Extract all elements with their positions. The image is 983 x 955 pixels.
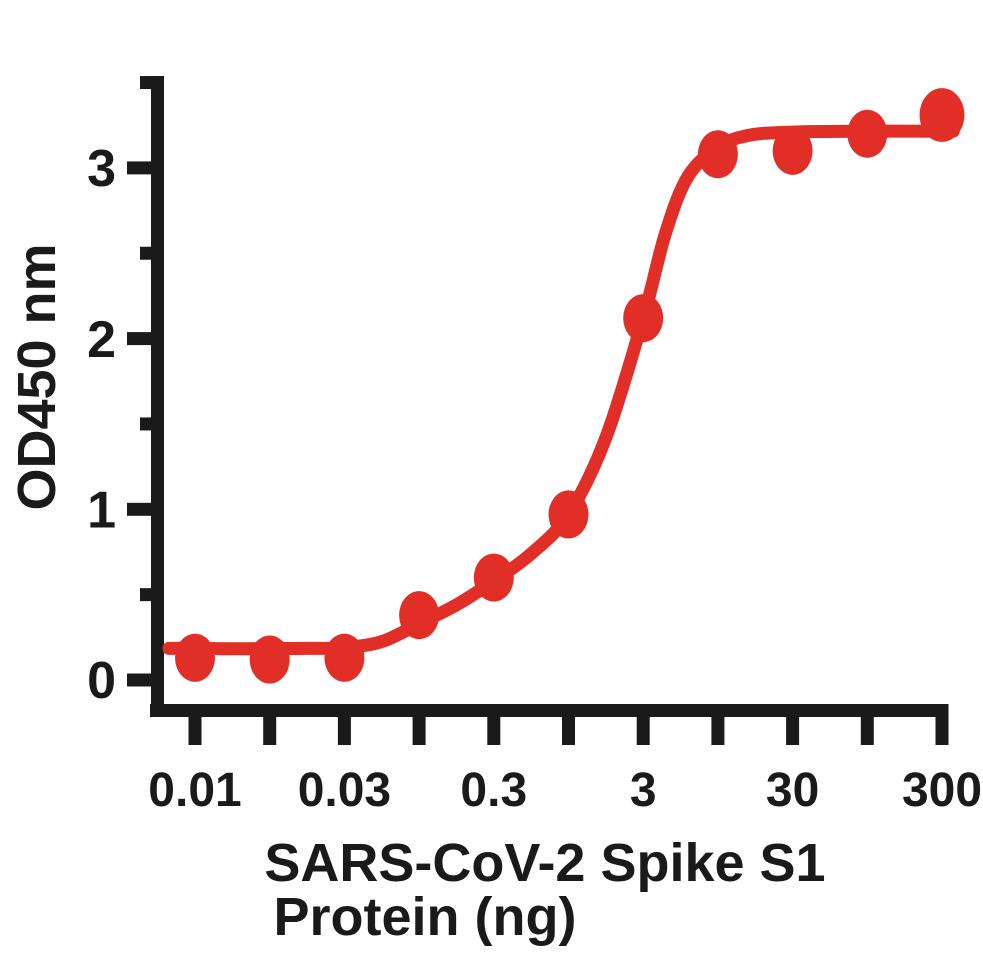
y-minor-tick	[140, 246, 164, 260]
x-axis-title-line2: Protein (ng)	[273, 887, 577, 947]
x-tick-label: 0.01	[148, 764, 241, 817]
data-point	[847, 109, 888, 158]
y-minor-tick	[140, 588, 164, 602]
data-point	[548, 490, 589, 539]
x-tick	[263, 704, 277, 745]
data-point	[623, 294, 664, 343]
x-tick-label: 0.03	[298, 764, 391, 817]
data-point	[175, 633, 215, 682]
y-tick-label: 2	[87, 311, 116, 369]
y-major-tick	[127, 502, 164, 516]
y-minor-tick	[140, 76, 164, 90]
y-tick-label: 1	[87, 482, 116, 540]
y-major-tick	[127, 332, 164, 346]
x-tick-label: 0.3	[460, 764, 527, 817]
y-major-tick	[127, 673, 164, 687]
x-tick	[711, 704, 725, 745]
x-axis-title-line1: SARS-CoV-2 Spike S1	[264, 833, 826, 893]
x-tick	[188, 704, 202, 745]
data-point	[772, 126, 813, 175]
x-tick	[786, 704, 800, 745]
data-point	[399, 591, 440, 640]
x-tick	[337, 704, 351, 745]
x-tick-label: 3	[630, 764, 657, 817]
x-tick	[860, 704, 874, 745]
y-major-tick	[127, 161, 164, 175]
data-point	[919, 88, 965, 142]
x-tick	[487, 704, 501, 745]
y-axis-title: OD450 nm	[7, 243, 67, 511]
x-tick	[562, 704, 575, 745]
y-axis-line	[151, 76, 164, 710]
data-point	[697, 130, 738, 179]
x-tick-label: 30	[766, 764, 819, 817]
data-point	[324, 633, 365, 682]
x-tick	[636, 704, 650, 745]
y-tick-label: 3	[87, 140, 116, 198]
fit-curve	[162, 124, 960, 656]
data-point	[249, 635, 290, 684]
y-tick-label: 0	[87, 652, 116, 710]
x-tick-label: 300	[902, 764, 982, 817]
data-point	[473, 553, 514, 602]
y-minor-tick	[140, 417, 164, 431]
x-tick	[935, 704, 949, 745]
x-tick	[412, 704, 426, 745]
